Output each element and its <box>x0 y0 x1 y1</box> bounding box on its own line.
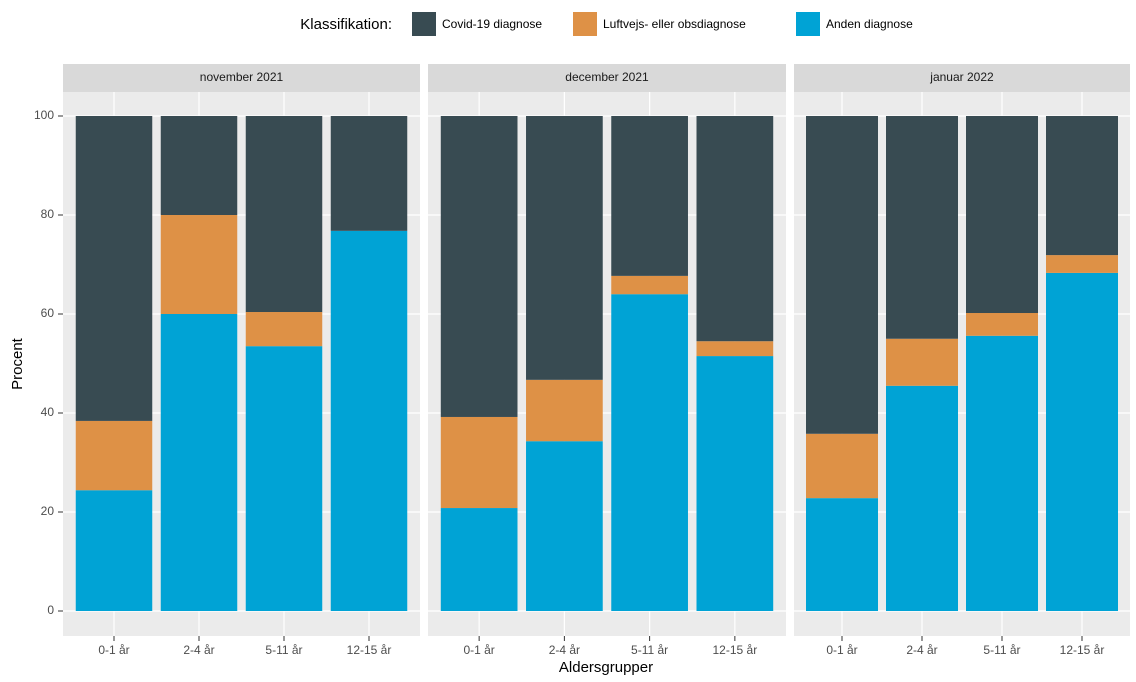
legend-key <box>573 12 597 36</box>
x-tick-label: 12-15 år <box>347 643 392 657</box>
bar-segment <box>1046 255 1118 273</box>
legend-title: Klassifikation: <box>300 16 392 33</box>
bar-segment <box>75 116 153 421</box>
x-tick-label: 2-4 år <box>549 643 580 657</box>
y-axis-label: Procent <box>9 337 26 390</box>
bar-segment <box>330 230 408 611</box>
x-tick-label: 5-11 år <box>631 643 668 657</box>
bar-segment <box>526 116 603 380</box>
bar-segment <box>611 275 688 295</box>
x-tick-label: 12-15 år <box>1060 643 1105 657</box>
strip <box>63 64 420 92</box>
bar-segment <box>526 379 603 442</box>
bar-segment <box>966 116 1038 314</box>
bar-segment <box>966 313 1038 336</box>
bar-segment <box>75 420 153 491</box>
bar-segment <box>440 116 518 417</box>
bar-segment <box>806 433 878 499</box>
bar-segment <box>440 416 518 509</box>
bar-segment <box>330 116 408 231</box>
bar-segment <box>160 314 238 611</box>
bar-segment <box>245 312 323 347</box>
bar-segment <box>886 385 958 611</box>
legend-key <box>412 12 436 36</box>
x-tick-label: 5-11 år <box>983 643 1020 657</box>
bar-segment <box>966 335 1038 611</box>
y-tick-label: 80 <box>41 207 55 221</box>
x-tick-label: 2-4 år <box>183 643 214 657</box>
legend-key <box>796 12 820 36</box>
legend-label: Luftvejs- eller obsdiagnose <box>603 17 746 31</box>
legend-label: Covid-19 diagnose <box>442 17 542 31</box>
bar-segment <box>611 294 688 611</box>
bar-segment <box>696 356 774 611</box>
y-tick-label: 0 <box>47 603 54 617</box>
bar-segment <box>611 116 688 276</box>
facet-title: december 2021 <box>565 70 649 84</box>
facet-title: november 2021 <box>200 70 284 84</box>
bar-segment <box>696 116 774 342</box>
bar-segment <box>75 490 153 611</box>
bar-segment <box>886 116 958 339</box>
strip <box>794 64 1130 92</box>
x-tick-label: 2-4 år <box>906 643 937 657</box>
y-tick-label: 60 <box>41 306 55 320</box>
bar-segment <box>526 441 603 611</box>
bar-segment <box>886 338 958 386</box>
bar-segment <box>160 215 238 314</box>
bar-segment <box>696 341 774 357</box>
bar-segment <box>160 116 238 215</box>
y-tick-label: 100 <box>34 108 54 122</box>
x-tick-label: 5-11 år <box>265 643 302 657</box>
bar-segment <box>245 116 323 313</box>
y-tick-label: 40 <box>41 405 55 419</box>
x-axis-label: Aldersgrupper <box>559 659 653 676</box>
bar-segment <box>806 116 878 434</box>
bar-segment <box>1046 272 1118 611</box>
bar-segment <box>806 498 878 611</box>
bar-segment <box>245 346 323 611</box>
y-tick-label: 20 <box>41 504 55 518</box>
strip <box>428 64 786 92</box>
x-tick-label: 0-1 år <box>826 643 857 657</box>
x-tick-label: 12-15 år <box>713 643 758 657</box>
x-tick-label: 0-1 år <box>463 643 494 657</box>
facet-title: januar 2022 <box>929 70 994 84</box>
legend-label: Anden diagnose <box>826 17 913 31</box>
x-tick-label: 0-1 år <box>98 643 129 657</box>
bar-segment <box>1046 116 1118 256</box>
bar-segment <box>440 508 518 611</box>
